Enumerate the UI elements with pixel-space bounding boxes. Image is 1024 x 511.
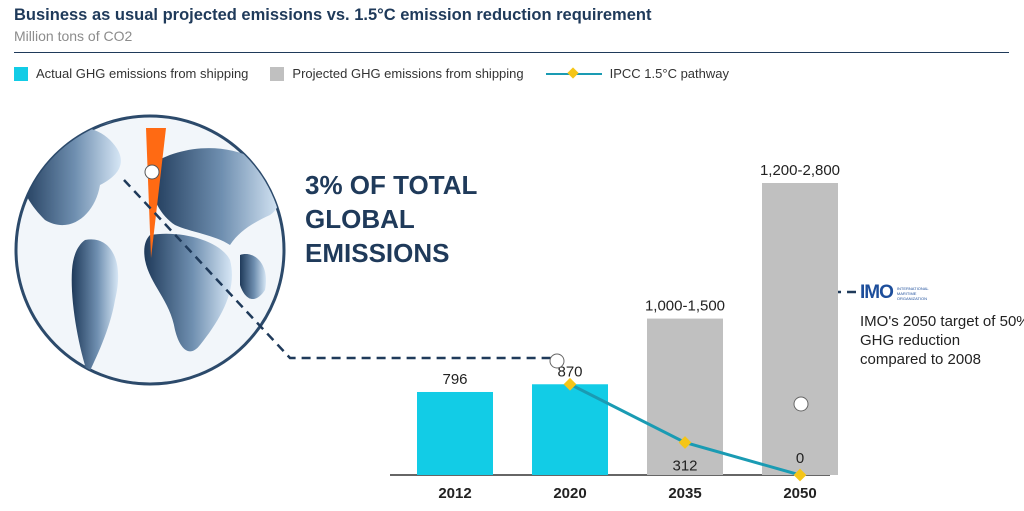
header-divider bbox=[14, 52, 1009, 53]
bar-label-2035: 1,000-1,500 bbox=[645, 298, 725, 315]
ipcc-label-2050: 0 bbox=[796, 450, 804, 467]
legend-swatch-actual bbox=[14, 66, 28, 81]
globe-illustration bbox=[14, 114, 286, 386]
imo-logo-text: IMO bbox=[860, 282, 894, 303]
chart-title: Business as usual projected emissions vs… bbox=[14, 6, 652, 24]
imo-logo: IMO INTERNATIONAL MARITIME ORGANIZATION bbox=[860, 282, 935, 304]
x-tick-2012: 2012 bbox=[438, 485, 471, 502]
connector-dot-2050 bbox=[793, 396, 809, 412]
legend: Actual GHG emissions from shipping Proje… bbox=[14, 66, 751, 81]
bar-label-2050: 1,200-2,800 bbox=[760, 162, 840, 179]
callout-line-2: GLOBAL bbox=[305, 204, 415, 234]
legend-swatch-projected bbox=[270, 66, 285, 81]
x-tick-2050: 2050 bbox=[783, 485, 816, 502]
x-tick-2020: 2020 bbox=[553, 485, 586, 502]
share-callout: 3% OF TOTAL GLOBAL EMISSIONS bbox=[305, 168, 477, 270]
legend-label-projected: Projected GHG emissions from shipping bbox=[292, 66, 524, 81]
ipcc-label-2035: 312 bbox=[672, 457, 697, 474]
legend-swatch-ipcc bbox=[545, 66, 602, 81]
bar-projected-2050 bbox=[762, 183, 838, 475]
chart-subtitle: Million tons of CO2 bbox=[14, 28, 133, 44]
imo-target-note: IMO's 2050 target of 50% GHG reduction c… bbox=[860, 313, 1024, 368]
legend-label-ipcc: IPCC 1.5°C pathway bbox=[609, 66, 729, 81]
globe-connector-line bbox=[123, 179, 560, 360]
legend-item-projected: Projected GHG emissions from shipping bbox=[270, 66, 524, 81]
x-tick-2035: 2035 bbox=[668, 485, 701, 502]
bar-actual-2012 bbox=[417, 391, 493, 475]
labels-layer: 796 870 1,000-1,500 1,200-2,800 312 0 2012 2020… bbox=[438, 162, 840, 502]
legend-item-ipcc: IPCC 1.5°C pathway bbox=[545, 66, 729, 81]
bar-actual-2020 bbox=[532, 384, 608, 475]
bar-label-2012: 796 bbox=[442, 371, 467, 388]
globe-marker-dot bbox=[144, 164, 160, 180]
imo-logo-subtext: INTERNATIONAL MARITIME ORGANIZATION bbox=[896, 285, 929, 301]
legend-label-actual: Actual GHG emissions from shipping bbox=[36, 66, 249, 81]
bars-layer bbox=[417, 183, 838, 475]
callout-line-3: EMISSIONS bbox=[305, 238, 450, 268]
legend-item-actual: Actual GHG emissions from shipping bbox=[14, 66, 248, 81]
connector-dot-2020 bbox=[549, 353, 565, 369]
bar-label-2020: 870 bbox=[557, 363, 582, 380]
callout-line-1: 3% OF TOTAL bbox=[305, 170, 478, 200]
